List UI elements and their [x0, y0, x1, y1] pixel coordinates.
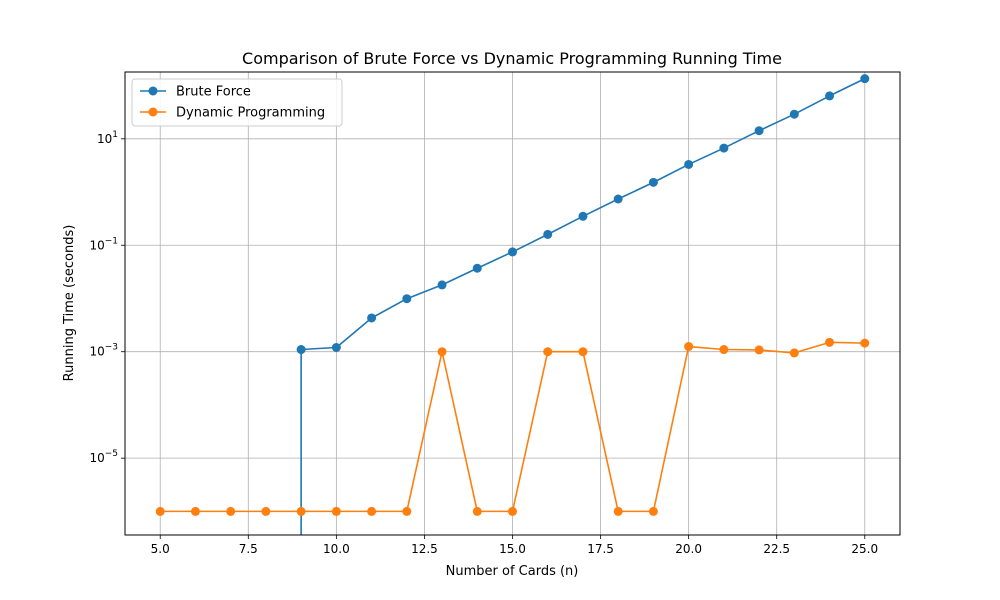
x-tick-label: 5.0 [151, 542, 170, 556]
data-point-1 [472, 506, 482, 516]
data-point-0 [648, 177, 658, 187]
y-axis-ticks: 10−5 10−3 10−1 101 [89, 130, 125, 465]
data-point-1 [648, 506, 658, 516]
y-tick-label: 10−1 [89, 236, 118, 252]
data-point-0 [719, 143, 729, 153]
data-point-0 [543, 229, 553, 239]
series-layer [155, 74, 870, 535]
x-tick-label: 20.0 [675, 542, 702, 556]
data-point-0 [754, 126, 764, 136]
legend-box [131, 78, 343, 127]
x-axis-label: Number of Cards (n) [446, 564, 579, 579]
data-point-0 [402, 294, 412, 304]
data-point-0 [472, 263, 482, 273]
data-point-0 [331, 342, 341, 352]
data-point-1 [190, 506, 200, 516]
data-point-1 [613, 506, 623, 516]
data-point-1 [296, 506, 306, 516]
legend: Brute Force Dynamic Programming [131, 78, 343, 127]
legend-label-brute-force: Brute Force [176, 85, 251, 100]
data-point-0 [613, 194, 623, 204]
data-point-0 [578, 211, 588, 221]
grid [125, 72, 900, 535]
data-point-0 [296, 345, 306, 355]
data-point-1 [331, 506, 341, 516]
plot-frame [124, 71, 901, 536]
data-point-1 [825, 337, 835, 347]
legend-marker-dynamic-programming [148, 107, 158, 117]
data-point-1 [155, 506, 165, 516]
data-point-0 [789, 109, 799, 119]
data-point-1 [508, 506, 517, 516]
data-point-0 [684, 159, 694, 169]
data-point-0 [437, 280, 447, 290]
x-tick-label: 25.0 [851, 542, 878, 556]
x-tick-label: 10.0 [323, 542, 350, 556]
legend-label-dynamic-programming: Dynamic Programming [176, 106, 325, 121]
data-point-1 [860, 338, 870, 348]
x-axis-ticks: 5.0 7.5 10.0 12.5 15.0 17.5 20.0 22.5 25.0 [151, 535, 878, 556]
data-point-1 [367, 506, 377, 516]
data-point-1 [578, 347, 588, 357]
data-point-0 [508, 247, 517, 257]
data-point-1 [754, 345, 764, 355]
y-tick-label: 10−5 [89, 449, 118, 465]
x-tick-label: 22.5 [763, 542, 790, 556]
data-point-1 [789, 348, 799, 358]
y-tick-label: 101 [97, 130, 118, 146]
data-point-1 [719, 345, 729, 355]
series-line-0 [300, 77, 866, 535]
data-point-1 [402, 506, 412, 516]
chart-title: Comparison of Brute Force vs Dynamic Pro… [242, 49, 782, 68]
data-point-0 [367, 313, 377, 323]
data-point-1 [261, 506, 271, 516]
data-point-1 [684, 342, 694, 352]
x-tick-label: 7.5 [239, 542, 258, 556]
data-point-0 [860, 74, 870, 84]
x-tick-label: 17.5 [587, 542, 614, 556]
data-point-1 [543, 347, 553, 357]
x-tick-label: 12.5 [411, 542, 438, 556]
y-axis-label: Running Time (seconds) [62, 225, 77, 382]
x-tick-label: 15.0 [499, 542, 526, 556]
data-point-0 [825, 91, 835, 101]
y-tick-label: 10−3 [89, 343, 118, 359]
data-point-1 [437, 347, 447, 357]
legend-marker-brute-force [148, 86, 158, 96]
data-point-1 [226, 506, 236, 516]
